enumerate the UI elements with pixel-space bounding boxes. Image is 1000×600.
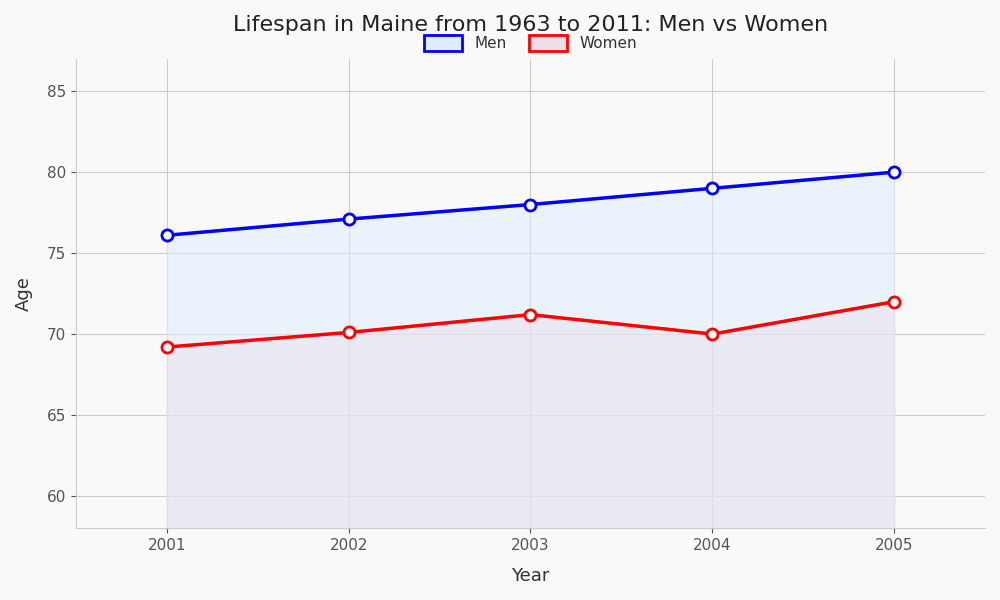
Women: [888, 298, 900, 305]
Men: [706, 185, 718, 192]
Men: [161, 232, 173, 239]
Y-axis label: Age: Age: [15, 276, 33, 311]
Men: [343, 215, 355, 223]
Women: [524, 311, 536, 318]
Men: [524, 201, 536, 208]
Line: Women: Women: [161, 296, 900, 353]
Men: [888, 169, 900, 176]
Line: Men: Men: [161, 167, 900, 241]
Women: [161, 343, 173, 350]
Title: Lifespan in Maine from 1963 to 2011: Men vs Women: Lifespan in Maine from 1963 to 2011: Men…: [233, 15, 828, 35]
Women: [706, 331, 718, 338]
X-axis label: Year: Year: [511, 567, 550, 585]
Women: [343, 329, 355, 336]
Legend: Men, Women: Men, Women: [418, 29, 643, 57]
